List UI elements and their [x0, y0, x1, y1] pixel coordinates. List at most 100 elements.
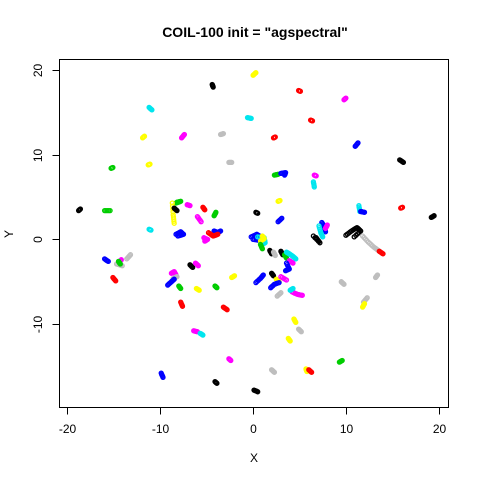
point-cluster-black: [343, 224, 364, 240]
point-cluster-magenta: [201, 235, 211, 244]
point-cluster-magenta: [168, 268, 179, 278]
data-point: [77, 206, 84, 212]
point-cluster-red: [307, 117, 316, 124]
data-point: [272, 134, 278, 140]
data-point: [105, 258, 111, 265]
point-cluster-black: [209, 81, 216, 90]
data-point: [124, 256, 130, 262]
point-cluster-green: [115, 258, 123, 267]
data-point: [196, 287, 202, 293]
x-tick-label: 20: [433, 422, 447, 436]
point-cluster-green: [212, 283, 220, 291]
point-cluster-yellow: [250, 70, 259, 78]
data-point: [169, 200, 175, 206]
point-cluster-magenta: [322, 222, 330, 232]
point-cluster-magenta: [278, 274, 290, 283]
data-point: [272, 252, 278, 259]
data-point: [339, 357, 345, 364]
point-cluster-red: [306, 367, 315, 375]
point-cluster-red: [270, 134, 278, 141]
data-point: [309, 118, 316, 124]
data-point: [364, 295, 370, 301]
data-point: [202, 238, 208, 244]
data-point: [311, 184, 317, 190]
point-cluster-red: [220, 304, 230, 313]
data-point: [231, 273, 238, 279]
data-point: [380, 251, 386, 257]
y-axis: -10 0 10 20: [31, 64, 60, 334]
x-tick-label: -20: [59, 422, 77, 436]
point-cluster-gray: [295, 326, 304, 335]
point-cluster-black: [75, 206, 84, 214]
data-point: [341, 281, 347, 287]
point-cluster-yellow: [275, 197, 283, 204]
data-point: [107, 207, 113, 214]
point-cluster-blue: [165, 276, 177, 288]
data-point: [260, 272, 266, 278]
point-cluster-cyan: [146, 104, 155, 113]
y-tick-label: 20: [31, 64, 45, 78]
data-point: [160, 374, 166, 381]
data-point: [283, 277, 290, 283]
data-point: [259, 246, 266, 252]
point-cluster-magenta: [192, 260, 201, 269]
data-point: [290, 260, 296, 266]
data-point: [431, 213, 437, 219]
point-cluster-cyan: [287, 285, 296, 293]
data-point: [313, 173, 319, 179]
point-cluster-cyan: [310, 179, 317, 190]
data-point: [171, 218, 177, 224]
point-cluster-red: [376, 248, 386, 257]
point-cluster-cyan: [316, 223, 326, 240]
data-point: [278, 290, 284, 296]
y-tick-label: -10: [31, 316, 45, 334]
point-cluster-yellow: [291, 316, 299, 326]
x-axis: -20 -10 0 10 20: [59, 407, 447, 436]
point-cluster-green: [101, 207, 113, 214]
data-point: [277, 290, 283, 297]
data-point: [110, 164, 116, 171]
data-point: [271, 369, 278, 375]
point-cluster-green: [176, 283, 184, 292]
data-point: [308, 369, 315, 375]
data-point: [399, 204, 406, 210]
y-tick-label: 10: [31, 149, 45, 163]
point-cluster-gray: [338, 279, 347, 287]
data-point: [171, 276, 177, 282]
y-axis-label: Y: [2, 230, 16, 238]
data-point: [248, 115, 254, 122]
point-cluster-red: [398, 204, 406, 211]
point-cluster-cyan: [244, 114, 254, 122]
data-point: [171, 220, 177, 226]
data-point: [179, 303, 186, 309]
data-point: [343, 95, 349, 101]
data-point: [210, 84, 216, 90]
data-point: [149, 107, 155, 113]
point-cluster-green: [336, 357, 345, 365]
data-point: [213, 209, 219, 215]
data-point: [293, 256, 299, 262]
x-tick-label: 10: [340, 422, 354, 436]
point-cluster-red: [295, 87, 304, 94]
point-cluster-gray: [217, 130, 227, 138]
point-cluster-red: [178, 299, 186, 309]
point-cluster-blue: [173, 229, 187, 239]
point-cluster-gray: [274, 290, 284, 299]
data-point: [355, 140, 361, 146]
data-point: [200, 332, 206, 338]
data-point: [195, 263, 201, 269]
point-cluster-black: [171, 205, 180, 214]
point-cluster-black: [187, 262, 196, 271]
point-cluster-magenta: [311, 172, 319, 179]
data-point: [178, 285, 184, 292]
point-cluster-blue: [282, 260, 292, 274]
point-cluster-black: [310, 233, 323, 246]
data-point: [229, 159, 235, 166]
point-cluster-blue: [268, 279, 282, 291]
point-cluster-yellow: [229, 273, 238, 281]
point-cluster-magenta: [191, 328, 201, 335]
point-cluster-cyan: [146, 226, 154, 233]
point-cluster-green: [211, 209, 219, 219]
y-tick-label: 0: [31, 236, 45, 243]
point-cluster-blue: [352, 140, 361, 149]
